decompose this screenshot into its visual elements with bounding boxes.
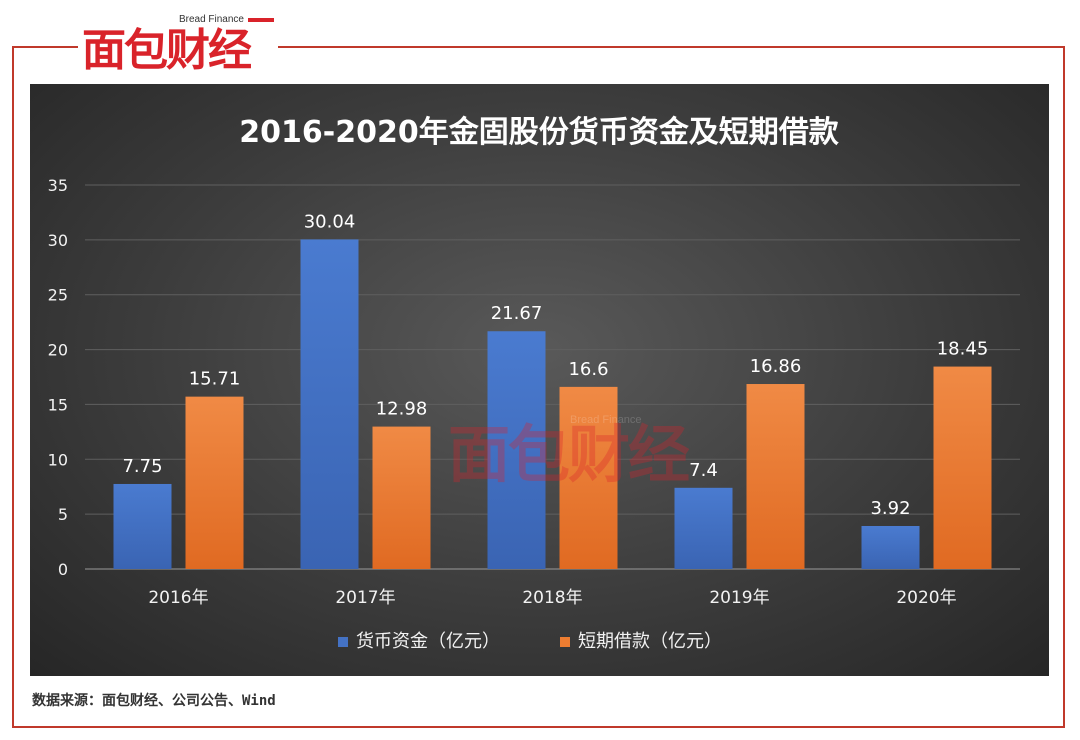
source-note: 数据来源：面包财经、公司公告、Wind — [32, 693, 276, 709]
bar-cash — [487, 331, 546, 569]
y-tick-label: 20 — [48, 341, 68, 360]
legend-swatch-short-term-loan — [560, 637, 570, 647]
frame-top-line-right — [278, 46, 1065, 48]
y-tick-label: 25 — [48, 286, 68, 305]
data-label: 15.71 — [189, 369, 241, 390]
bar-short-term-loan — [559, 386, 618, 569]
data-label: 16.6 — [568, 359, 608, 380]
watermark-english: Bread Finance — [570, 414, 642, 426]
bar-short-term-loan — [372, 426, 431, 569]
logo-chinese: 面包财经 — [82, 25, 252, 76]
x-tick-label: 2020年 — [896, 588, 956, 608]
bar-cash — [861, 525, 920, 569]
bar-short-term-loan — [933, 366, 992, 569]
chart-title: 2016-2020年金固股份货币资金及短期借款 — [239, 115, 839, 150]
x-tick-label: 2019年 — [709, 588, 769, 608]
y-tick-label: 0 — [58, 560, 68, 579]
chart-panel: 2016-2020年金固股份货币资金及短期借款 0 5 10 15 20 25 30 35 7.7… — [30, 84, 1049, 676]
brand-logo: Bread Finance 面包财经 — [82, 14, 274, 76]
data-label: 12.98 — [376, 399, 428, 420]
data-label: 21.67 — [491, 303, 543, 324]
bar-cash — [674, 487, 733, 569]
watermark-chinese: 面包财经 — [448, 418, 690, 491]
x-tick-label: 2018年 — [522, 588, 582, 608]
logo-accent-bar — [248, 18, 274, 22]
logo-english: Bread Finance — [178, 14, 244, 25]
y-tick-label: 30 — [48, 231, 68, 250]
y-tick-label: 35 — [48, 176, 68, 195]
bar-cash — [113, 483, 172, 569]
frame-top-line-left — [12, 46, 78, 48]
bar-short-term-loan — [185, 396, 244, 569]
bar-chart: 2016-2020年金固股份货币资金及短期借款 0 5 10 15 20 25 30 35 7.7… — [48, 115, 1020, 652]
y-tick-label: 10 — [48, 450, 68, 469]
y-tick-label: 15 — [48, 395, 68, 414]
legend-swatch-cash — [338, 637, 348, 647]
data-label: 7.4 — [689, 460, 718, 481]
data-label: 16.86 — [750, 356, 802, 377]
data-label: 30.04 — [304, 211, 356, 232]
legend-label-short-term-loan: 短期借款（亿元） — [578, 631, 722, 652]
data-label: 18.45 — [937, 339, 989, 360]
bar-short-term-loan — [746, 384, 805, 569]
y-tick-label: 5 — [58, 505, 68, 524]
bar-cash — [300, 239, 359, 570]
outer-frame — [12, 48, 1065, 728]
data-label: 3.92 — [870, 498, 910, 519]
data-label: 7.75 — [122, 456, 162, 477]
x-tick-label: 2016年 — [148, 588, 208, 608]
legend-label-cash: 货币资金（亿元） — [356, 631, 500, 652]
x-tick-label: 2017年 — [335, 588, 395, 608]
